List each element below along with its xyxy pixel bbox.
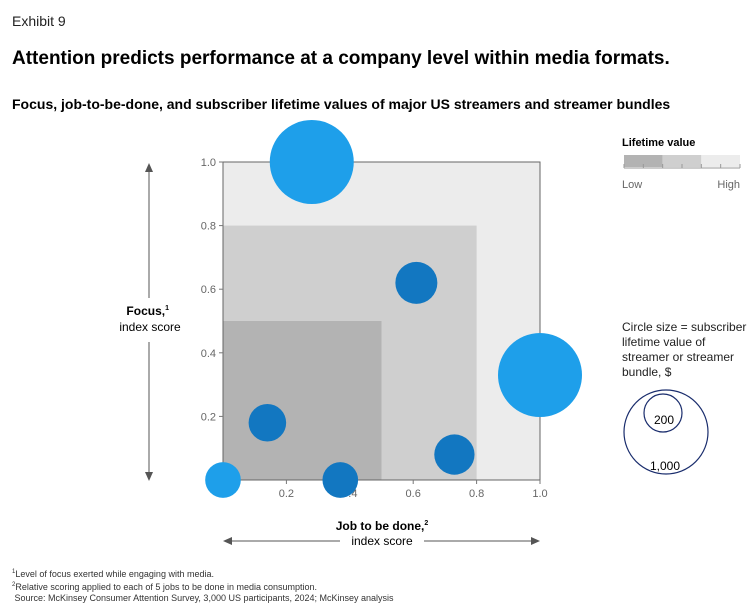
lifetime-value-title: Lifetime value xyxy=(622,137,696,149)
y-tick-label: 1.0 xyxy=(201,157,216,169)
y-axis-label: Focus,1 xyxy=(126,304,169,318)
data-point-2 xyxy=(395,261,438,304)
y-tick-label: 0.2 xyxy=(201,411,216,423)
axis-ticks: 0.20.40.60.81.00.20.40.60.81.0 xyxy=(201,157,548,500)
x-axis-label: Job to be done,2 xyxy=(336,519,429,533)
data-points xyxy=(205,120,582,498)
lifetime-value-scale xyxy=(623,155,741,169)
data-point-5 xyxy=(434,434,475,475)
lifetime-band-3 xyxy=(701,155,740,167)
data-point-6 xyxy=(205,462,241,498)
y-tick-label: 0.4 xyxy=(201,348,216,360)
zone-3 xyxy=(223,321,382,480)
legend-low-label: Low xyxy=(622,179,642,191)
circle-size-legend: 200 1,000 xyxy=(623,389,709,475)
source-note: Source: McKinsey Consumer Attention Surv… xyxy=(14,593,394,603)
chart-subtitle: Focus, job-to-be-done, and subscriber li… xyxy=(12,96,671,112)
lifetime-band-2 xyxy=(662,155,702,167)
data-point-3 xyxy=(498,333,582,418)
footnotes: 1Level of focus exerted while engaging w… xyxy=(12,567,394,604)
x-axis-sublabel: index score xyxy=(351,534,413,548)
data-point-4 xyxy=(248,403,287,442)
plot-frame xyxy=(222,161,541,481)
footnote-2: 2Relative scoring applied to each of 5 j… xyxy=(12,582,318,592)
y-axis-sublabel: index score xyxy=(119,320,181,334)
footnote-1: 1Level of focus exerted while engaging w… xyxy=(12,569,214,579)
exhibit-label: Exhibit 9 xyxy=(12,13,66,29)
x-axis-arrow xyxy=(223,537,540,545)
legend-circle-200 xyxy=(643,393,683,433)
y-tick-label: 0.6 xyxy=(201,284,216,296)
score-zones xyxy=(223,162,540,480)
legend-circle-1000-label: 1,000 xyxy=(650,459,680,473)
legend-high-label: High xyxy=(717,179,740,191)
x-tick-label: 0.6 xyxy=(406,488,421,500)
chart-title: Attention predicts performance at a comp… xyxy=(12,48,670,69)
legend-circle-200-label: 200 xyxy=(654,413,674,427)
y-axis-arrow xyxy=(145,163,153,481)
y-tick-label: 0.8 xyxy=(201,221,216,233)
legend-circle-1000 xyxy=(623,389,709,475)
data-point-1 xyxy=(269,120,354,204)
x-tick-label: 0.2 xyxy=(279,488,294,500)
circle-size-note: Circle size = subscriber lifetime value … xyxy=(622,320,747,379)
lifetime-band-1 xyxy=(624,155,663,167)
x-tick-label: 0.8 xyxy=(469,488,484,500)
data-point-7 xyxy=(322,462,359,498)
x-tick-label: 1.0 xyxy=(532,488,547,500)
